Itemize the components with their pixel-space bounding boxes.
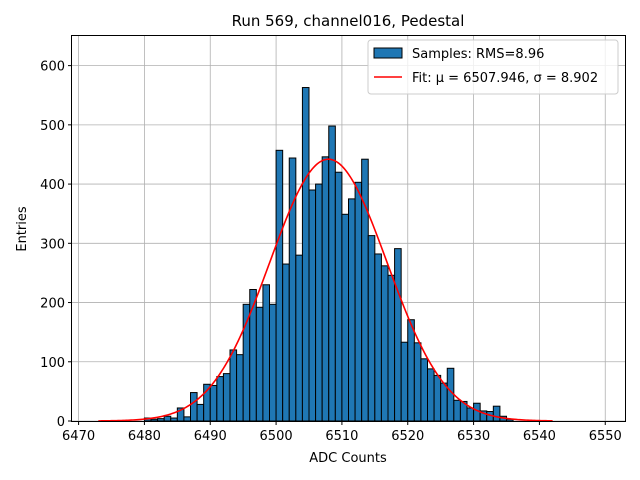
y-axis-ticks: 0 100 200 300 400 500 600 [40,60,72,430]
gaussian-fit-curve [98,158,553,422]
histogram-bar [209,384,218,422]
histogram-bar [301,87,310,422]
x-tick-label: 6480 [128,429,161,444]
x-tick-label: 6530 [457,429,490,444]
histogram-bar [196,403,205,422]
y-axis-label: Entries [15,206,30,252]
histogram-bar [466,407,475,422]
histogram-bar [282,263,290,422]
histogram-bar [295,254,303,422]
legend: Samples: RMS=8.96 Fit: μ = 6507.946, σ =… [367,39,619,95]
histogram-bar [453,399,461,422]
x-axis-ticks: 6470 6480 6490 6500 6510 6520 6530 6540 6550 [62,421,622,444]
histogram-bar [492,405,501,422]
histogram-bar [413,342,422,422]
histogram-bar [262,284,270,422]
histogram-bar [236,354,244,422]
histogram-bar [440,382,448,422]
histogram-bar [216,376,224,422]
y-tick-label: 0 [57,415,65,430]
y-tick-label: 400 [40,178,65,193]
y-tick-label: 500 [40,119,65,134]
histogram-bar [334,171,343,422]
histogram-bar [420,358,428,422]
x-tick-label: 6550 [589,429,622,444]
histogram-bar [183,416,192,422]
histogram-bar [163,415,172,422]
y-tick-label: 300 [40,237,65,252]
histogram-bar [222,373,231,422]
x-tick-label: 6490 [194,429,227,444]
y-tick-label: 200 [40,297,65,312]
histogram-bar [374,253,382,422]
x-axis-label: ADC Counts [309,451,387,466]
histogram-bar [400,341,409,422]
histogram-bars [143,87,514,422]
histogram-bar [427,368,435,422]
histogram-bar [380,265,389,422]
histogram-bar [229,349,238,422]
histogram-bar [308,189,317,422]
histogram-bar [387,274,396,422]
y-tick-label: 600 [40,60,65,75]
histogram-bar [367,235,376,422]
x-tick-label: 6520 [391,429,424,444]
histogram-bar [407,319,415,422]
histogram-bar [433,374,442,422]
legend-swatch-samples [373,47,403,59]
histogram-bar [170,417,178,422]
legend-label-samples: Samples: RMS=8.96 [412,47,544,62]
plot-frame [71,35,626,422]
histogram-bar [354,181,363,422]
x-tick-label: 6540 [523,429,556,444]
x-tick-label: 6510 [325,429,358,444]
histogram-bar [348,198,356,422]
histogram-bar [328,125,336,422]
chart-title: Run 569, channel016, Pedestal [232,12,465,30]
histogram-bar [394,248,402,422]
histogram-bar [190,392,198,422]
legend-label-fit: Fit: μ = 6507.946, σ = 8.902 [412,71,598,86]
histogram-bar [315,183,323,422]
histogram-bar [275,149,284,422]
histogram-bar [249,289,257,422]
legend-box [367,39,619,95]
histogram-bar [255,306,264,422]
histogram-bar [157,418,165,422]
x-tick-label: 6500 [260,429,293,444]
x-tick-label: 6470 [62,429,95,444]
y-tick-label: 100 [40,356,65,371]
histogram-bar [150,418,159,422]
histogram-bar [341,213,349,422]
histogram-bar [321,156,330,422]
histogram-bar [269,303,277,422]
